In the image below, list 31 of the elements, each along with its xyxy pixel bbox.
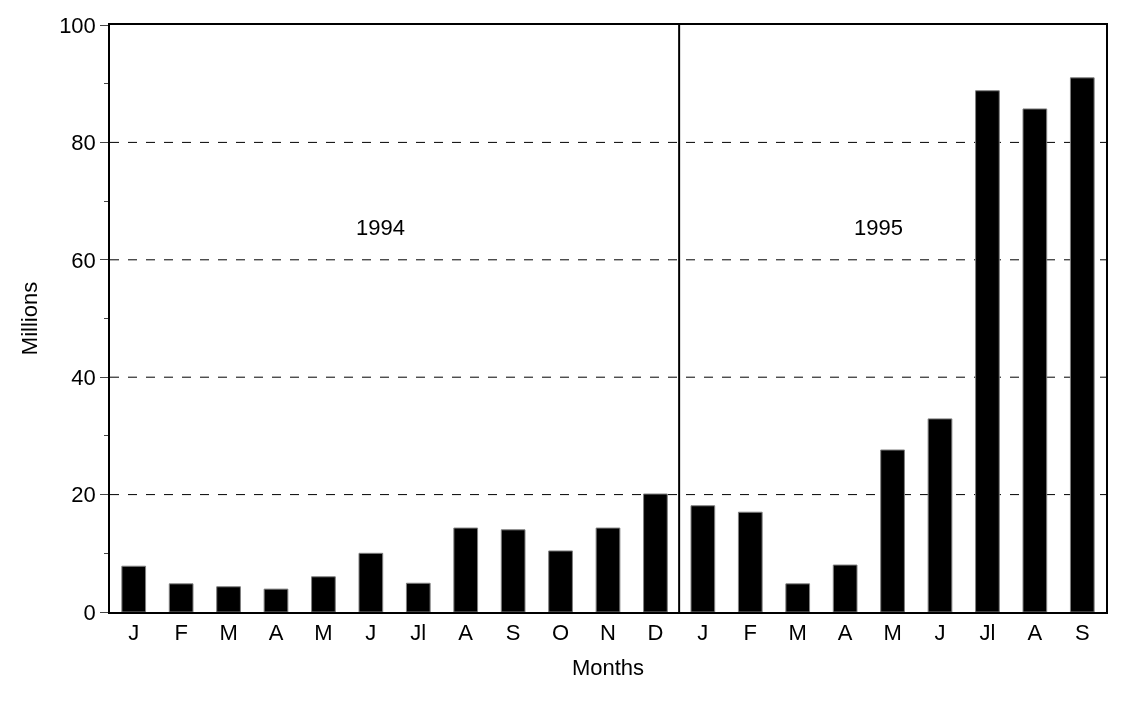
- x-axis-title: Months: [571, 654, 645, 680]
- x-tick-label: M: [788, 620, 807, 646]
- x-tick-label: S: [505, 620, 521, 646]
- y-tick-label: 0: [83, 599, 96, 625]
- x-tick-label: A: [458, 620, 474, 646]
- x-tick-label: M: [314, 620, 333, 646]
- x-tick-label: F: [743, 620, 758, 646]
- x-tick-label: O: [552, 620, 570, 646]
- x-tick-label: N: [600, 620, 616, 646]
- x-tick-label: J: [934, 620, 946, 646]
- y-tick-label: 80: [71, 130, 96, 156]
- x-tick-label: J: [128, 620, 140, 646]
- annotation: 1994: [356, 215, 405, 240]
- annotation: 1995: [854, 215, 903, 240]
- y-axis-title: Millions: [17, 281, 43, 356]
- x-tick-label: A: [1027, 620, 1043, 646]
- y-tick-label: 40: [71, 364, 96, 390]
- x-tick-label: J: [365, 620, 377, 646]
- x-tick-label: M: [883, 620, 902, 646]
- x-tick-label: S: [1074, 620, 1090, 646]
- x-tick-label: Jl: [410, 620, 427, 646]
- x-tick-label: D: [647, 620, 664, 646]
- x-tick-label: M: [219, 620, 238, 646]
- y-tick-label: 20: [71, 482, 96, 508]
- y-tick-label: 60: [71, 247, 96, 273]
- y-tick-label: 100: [59, 12, 96, 38]
- x-tick-label: A: [268, 620, 284, 646]
- x-tick-label: A: [837, 620, 853, 646]
- x-tick-label: Jl: [979, 620, 996, 646]
- x-tick-label: J: [697, 620, 709, 646]
- x-tick-label: F: [174, 620, 188, 646]
